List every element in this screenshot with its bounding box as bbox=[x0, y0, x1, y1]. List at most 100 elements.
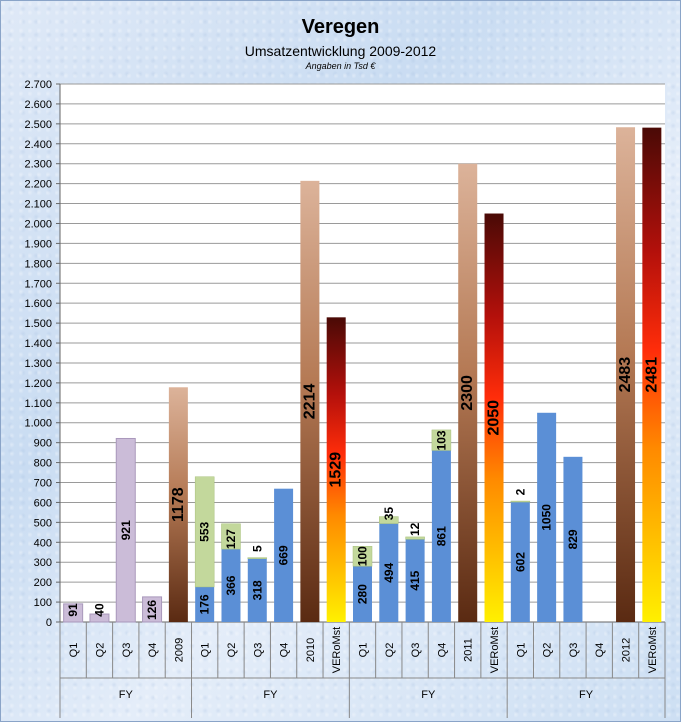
y-tick-label: 1.300 bbox=[24, 358, 52, 370]
bar-segment bbox=[247, 558, 267, 622]
bar-value-label-additional: 127 bbox=[224, 529, 238, 549]
bar-segment bbox=[616, 127, 636, 622]
bar-segment bbox=[642, 127, 662, 622]
y-tick-label: 500 bbox=[34, 517, 52, 529]
y-tick-label: 1.700 bbox=[24, 278, 52, 290]
bar-segment bbox=[379, 523, 399, 622]
bar-value-label: 318 bbox=[250, 580, 264, 600]
x-tick-label: 2009 bbox=[173, 638, 185, 662]
x-tick-label: Q2 bbox=[94, 643, 106, 658]
x-tick-label: Q3 bbox=[568, 643, 580, 658]
bar-value-label: 1529 bbox=[328, 452, 345, 488]
x-group-label: FY bbox=[119, 689, 134, 701]
y-tick-label: 2.700 bbox=[24, 79, 52, 91]
x-tick-label: 2012 bbox=[621, 638, 633, 662]
x-group-label: FY bbox=[421, 689, 436, 701]
bar-value-label: 861 bbox=[434, 526, 448, 546]
bar-segment bbox=[563, 456, 583, 622]
x-tick-label: Q1 bbox=[68, 643, 80, 658]
x-tick-label: 2011 bbox=[463, 638, 475, 662]
y-tick-label: 0 bbox=[46, 617, 52, 629]
chart-subtitle: Umsatzentwicklung 2009-2012 bbox=[244, 43, 437, 59]
bar-segment bbox=[89, 613, 110, 623]
chart-title: Veregen bbox=[301, 16, 380, 38]
bar-value-label: 669 bbox=[277, 545, 291, 565]
bar-segment-additional bbox=[352, 546, 373, 567]
bar-segment-additional bbox=[431, 429, 452, 451]
bar-value-label-additional: 35 bbox=[382, 507, 396, 521]
bar-value-label: 921 bbox=[119, 520, 133, 540]
y-tick-label: 600 bbox=[34, 497, 52, 509]
bar-value-label: 91 bbox=[66, 603, 80, 617]
x-tick-label: Q2 bbox=[384, 643, 396, 658]
y-tick-label: 1.100 bbox=[24, 398, 52, 410]
y-tick-label: 2.500 bbox=[24, 119, 52, 131]
y-tick-label: 2.000 bbox=[24, 218, 52, 230]
bar-value-label: 280 bbox=[356, 584, 370, 604]
bar-value-label: 2483 bbox=[617, 357, 634, 393]
bar-value-label-additional: 2 bbox=[513, 488, 527, 495]
bar-segment-additional bbox=[194, 476, 215, 588]
bar-value-label-additional: 103 bbox=[434, 430, 448, 450]
bar-segment bbox=[221, 549, 241, 622]
bar-segment-additional bbox=[221, 523, 241, 550]
bar-segment bbox=[195, 586, 215, 622]
bar-value-label-additional: 5 bbox=[250, 545, 264, 552]
bar-value-label: 415 bbox=[408, 570, 422, 590]
bar-segment bbox=[431, 450, 451, 622]
bar-segment bbox=[326, 317, 346, 622]
x-tick-label: VERoMst bbox=[331, 627, 343, 673]
bar-value-label-additional: 12 bbox=[408, 522, 422, 536]
y-tick-label: 400 bbox=[34, 537, 52, 549]
x-tick-label: VERoMst bbox=[489, 627, 501, 673]
bar-segment bbox=[115, 437, 136, 623]
bar-segment bbox=[142, 596, 163, 623]
bar-value-label: 1178 bbox=[170, 487, 187, 522]
chart-note: Angaben in Tsd € bbox=[305, 61, 376, 71]
y-tick-label: 1.200 bbox=[24, 378, 52, 390]
bar-segment bbox=[484, 213, 504, 622]
bar-value-label: 176 bbox=[198, 594, 212, 614]
bar-segment bbox=[537, 412, 557, 622]
y-tick-label: 2.100 bbox=[24, 199, 52, 211]
y-tick-label: 1.500 bbox=[24, 318, 52, 330]
bar-segment bbox=[353, 566, 372, 622]
bar-segment-additional bbox=[510, 500, 531, 503]
bar-segment-additional bbox=[405, 536, 425, 540]
bar-value-label: 602 bbox=[513, 552, 527, 572]
bar-value-label: 126 bbox=[145, 600, 159, 620]
x-tick-label: 2010 bbox=[305, 638, 317, 662]
bar-segment bbox=[63, 603, 84, 623]
y-tick-label: 1.000 bbox=[24, 418, 52, 430]
bar-value-label: 1050 bbox=[540, 504, 554, 531]
x-group-label: FY bbox=[579, 689, 594, 701]
y-tick-label: 1.400 bbox=[24, 338, 52, 350]
y-tick-label: 2.200 bbox=[24, 179, 52, 191]
bar-value-label-additional: 553 bbox=[198, 522, 212, 542]
x-tick-label: Q3 bbox=[121, 643, 133, 658]
x-tick-label: Q2 bbox=[226, 643, 238, 658]
x-tick-label: Q3 bbox=[410, 643, 422, 658]
x-tick-label: Q1 bbox=[200, 643, 212, 658]
bar-segment bbox=[405, 539, 425, 622]
bar-value-label: 366 bbox=[224, 575, 238, 595]
y-tick-label: 2.300 bbox=[24, 159, 52, 171]
x-tick-label: Q1 bbox=[515, 643, 527, 658]
bar-value-label: 829 bbox=[566, 529, 580, 549]
bar-value-label: 2300 bbox=[459, 375, 476, 411]
x-tick-label: Q4 bbox=[594, 643, 606, 658]
x-group-label: FY bbox=[263, 689, 278, 701]
bar-value-label: 40 bbox=[92, 603, 106, 617]
bar-value-label: 2050 bbox=[486, 400, 503, 436]
y-tick-label: 1.900 bbox=[24, 238, 52, 250]
y-tick-label: 300 bbox=[34, 557, 52, 569]
x-tick-label: Q4 bbox=[436, 643, 448, 658]
y-tick-label: 900 bbox=[34, 438, 52, 450]
bar-segment bbox=[510, 502, 530, 622]
y-tick-label: 1.800 bbox=[24, 258, 52, 270]
x-tick-label: Q3 bbox=[252, 643, 264, 658]
bar-value-label-additional: 100 bbox=[356, 546, 370, 566]
x-tick-label: VERoMst bbox=[647, 627, 659, 673]
y-tick-label: 100 bbox=[34, 597, 52, 609]
